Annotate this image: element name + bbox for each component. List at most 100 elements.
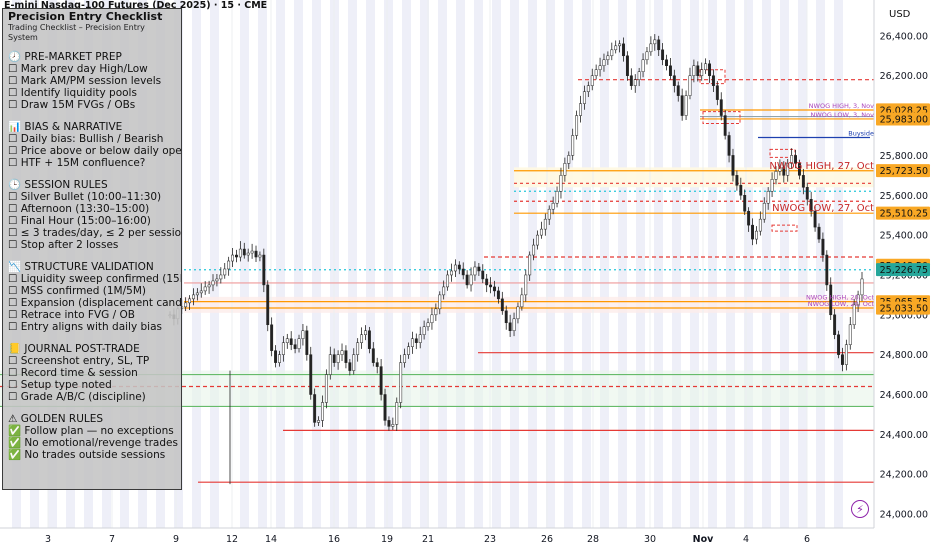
candle-body	[774, 171, 778, 180]
time-axis-bg	[0, 528, 874, 550]
candle-body	[477, 266, 481, 272]
currency-label[interactable]: USD	[889, 9, 911, 20]
candle-body	[340, 350, 344, 355]
price-badge	[876, 206, 930, 220]
candle-body	[766, 191, 770, 204]
liquidity-box	[771, 224, 798, 232]
candle-body	[430, 314, 434, 324]
level-label: Buyside	[848, 129, 874, 137]
candle-body	[231, 254, 235, 262]
candle-body	[446, 274, 450, 288]
candle-body	[747, 210, 751, 226]
checklist-item: ✅ No emotional/revenge trades	[8, 437, 178, 449]
candle-body	[598, 65, 602, 70]
level-label: NWOG LOW, 20, Oct	[808, 300, 875, 308]
candle-body	[563, 163, 567, 176]
candle-body	[371, 348, 375, 363]
price-badge-label: 25,033.50	[880, 304, 928, 315]
candle-body	[453, 264, 457, 272]
candle-body	[297, 338, 301, 349]
candle-body	[407, 346, 410, 355]
x-tick-label: 19	[381, 534, 393, 545]
candle-body	[262, 254, 266, 286]
candle-body	[696, 65, 700, 76]
candle-body	[328, 354, 332, 375]
checklist-item: ☐ Screenshot entry, SL, TP	[8, 355, 150, 367]
candle-body	[762, 202, 766, 220]
candle-body	[278, 354, 281, 363]
candle-body	[645, 51, 649, 61]
checklist-item: ☐ Afternoon (13:30–15:00)	[8, 203, 150, 215]
candle-body	[317, 420, 321, 423]
candle-body	[653, 39, 657, 45]
y-tick-label: 24,800.00	[880, 350, 928, 361]
level-label: NWOG LOW, 3, Nov	[810, 111, 874, 119]
checklist-item: ☐ ≤ 3 trades/day, ≤ 2 per session	[8, 227, 182, 239]
candle-body	[211, 280, 215, 286]
session-shade	[546, 0, 555, 528]
candle-body	[817, 226, 821, 240]
candle-body	[633, 79, 637, 86]
price-badge	[876, 301, 930, 315]
candle-body	[410, 338, 414, 347]
candle-body	[254, 250, 258, 258]
x-tick-label: 9	[173, 534, 179, 545]
candle-body	[860, 278, 864, 296]
candle-body	[207, 284, 211, 288]
candle-body	[801, 175, 805, 188]
price-badge-label: 25,723.50	[880, 166, 928, 177]
candle-body	[758, 218, 762, 232]
session-shade	[528, 0, 537, 528]
checklist-title: Precision Entry Checklist	[8, 10, 163, 23]
checklist-item: ☐ Entry aligns with daily bias	[8, 321, 163, 333]
checklist-item: ☐ Silver Bullet (10:00–11:30)	[8, 191, 162, 203]
session-shade	[312, 0, 321, 528]
candle-body	[657, 39, 661, 51]
candle-body	[684, 95, 688, 116]
candle-body	[837, 334, 840, 355]
lightning-icon[interactable]: ⚡	[851, 500, 869, 518]
session-shade	[834, 0, 843, 528]
candle-body	[692, 65, 696, 76]
session-shade	[744, 0, 753, 528]
candle-body	[489, 284, 493, 288]
x-tick-label: 16	[328, 534, 340, 545]
candle-body	[770, 179, 774, 192]
candle-body	[547, 208, 551, 220]
y-tick-label: 25,000.00	[880, 310, 928, 321]
candle-body	[383, 394, 387, 421]
candle-body	[356, 342, 360, 355]
candle-body	[668, 65, 672, 76]
x-tick-label: 12	[226, 534, 238, 545]
candle-body	[778, 167, 782, 172]
candle-body	[735, 175, 739, 186]
candle-body	[348, 362, 352, 371]
candle-body	[567, 155, 571, 164]
y-tick-label: 26,400.00	[880, 31, 928, 42]
session-shade	[348, 0, 357, 528]
candle-body	[704, 63, 708, 70]
candle-body	[711, 75, 715, 86]
liquidity-box	[702, 111, 741, 125]
candle-body	[434, 308, 438, 316]
candle-body	[375, 362, 379, 367]
candle-body	[332, 354, 336, 363]
candle-body	[571, 135, 575, 156]
session-shade	[210, 0, 219, 528]
candle-body	[250, 250, 254, 254]
candle-body	[825, 254, 829, 286]
candle-body	[481, 270, 485, 280]
checklist-item: ☐ Retrace into FVG / OB	[8, 309, 135, 321]
x-tick-label: 23	[484, 534, 496, 545]
section-heading: 🕗 PRE-MARKET PREP	[8, 51, 122, 63]
candle-body	[364, 330, 367, 335]
candle-body	[301, 330, 305, 339]
price-badge-label: 25,226.75	[880, 265, 928, 276]
candle-body	[242, 248, 246, 256]
candle-body	[293, 344, 297, 349]
candle-body	[625, 55, 629, 76]
candle-body	[844, 344, 848, 365]
candle-body	[833, 314, 837, 335]
candle-body	[852, 304, 856, 326]
